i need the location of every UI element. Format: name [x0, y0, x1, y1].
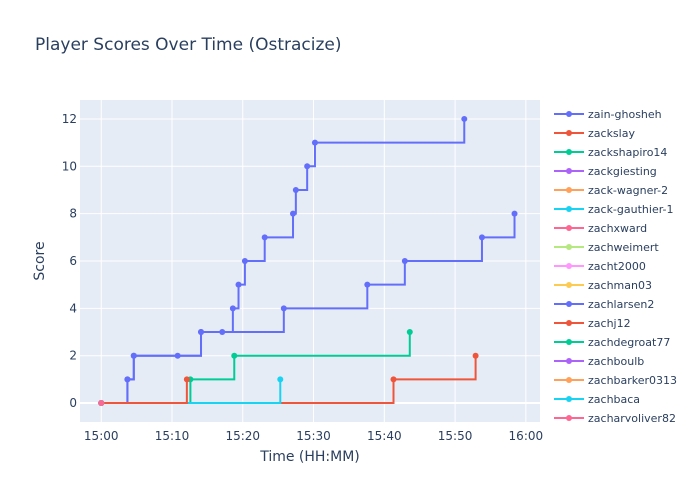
legend-label: zachxward	[588, 222, 647, 235]
legend-swatch-marker	[566, 301, 572, 307]
data-point	[98, 400, 105, 407]
legend-label: zain-ghosheh	[588, 108, 662, 121]
y-tick-label: 2	[69, 349, 77, 363]
data-point	[364, 281, 371, 288]
data-point	[183, 376, 190, 383]
data-point	[304, 163, 311, 170]
data-point	[401, 258, 408, 264]
data-point	[277, 376, 284, 383]
legend-item[interactable]: zachlarsen2	[554, 298, 654, 311]
data-point	[472, 352, 479, 359]
legend-item[interactable]: zachj12	[554, 317, 631, 330]
legend-item[interactable]: zack-wagner-2	[554, 184, 668, 197]
data-point	[241, 258, 248, 264]
legend-swatch-marker	[566, 358, 572, 364]
data-point	[198, 329, 205, 336]
legend-swatch-marker	[566, 187, 572, 193]
chart-title: Player Scores Over Time (Ostracize)	[35, 35, 342, 55]
legend-label: zachman03	[588, 279, 652, 292]
y-tick-label: 10	[62, 159, 77, 173]
legend-swatch-marker	[566, 168, 572, 174]
legend: zain-ghosheh zackslay zackshapiro14 zackgie…	[554, 108, 677, 425]
x-tick-label: 15:10	[155, 429, 190, 443]
legend-label: zack-wagner-2	[588, 184, 668, 197]
legend-swatch-marker	[566, 396, 572, 402]
legend-label: zachdegroat77	[588, 336, 670, 349]
data-point	[290, 210, 297, 217]
data-point	[511, 210, 518, 217]
legend-swatch-marker	[566, 415, 572, 421]
y-axis-title: Score	[32, 241, 48, 280]
data-point	[292, 186, 299, 193]
legend-item[interactable]: zachman03	[554, 279, 652, 292]
legend-label: zackgiesting	[588, 165, 657, 178]
legend-swatch-marker	[566, 111, 572, 117]
data-point	[261, 234, 268, 241]
data-point	[235, 281, 242, 288]
legend-item[interactable]: zain-ghosheh	[554, 108, 662, 121]
legend-label: zackshapiro14	[588, 146, 667, 159]
legend-item[interactable]: zack-gauthier-1	[554, 203, 674, 216]
legend-label: zachbarker0313	[588, 374, 677, 387]
legend-swatch-marker	[566, 244, 572, 250]
data-point	[461, 115, 468, 122]
legend-swatch-marker	[566, 282, 572, 288]
x-tick-label: 16:00	[509, 429, 544, 443]
legend-item[interactable]: zackgiesting	[554, 165, 657, 178]
legend-label: zack-gauthier-1	[588, 203, 674, 216]
legend-label: zacharyoliver82	[588, 412, 676, 425]
legend-item[interactable]: zachbaca	[554, 393, 640, 406]
legend-item[interactable]: zacharyoliver82	[554, 412, 676, 425]
legend-swatch-marker	[566, 320, 572, 326]
legend-item[interactable]: zachboulb	[554, 355, 644, 368]
legend-label: zachbaca	[588, 393, 640, 406]
legend-item[interactable]: zackshapiro14	[554, 146, 667, 159]
legend-label: zachlarsen2	[588, 298, 654, 311]
legend-label: zachweimert	[588, 241, 659, 254]
legend-item[interactable]: zachxward	[554, 222, 647, 235]
data-point	[406, 329, 413, 336]
legend-item[interactable]: zachweimert	[554, 241, 659, 254]
data-point	[390, 376, 397, 383]
legend-label: zachj12	[588, 317, 631, 330]
y-tick-label: 4	[69, 301, 77, 315]
data-point	[130, 352, 137, 359]
series-zacharyoliver82	[98, 400, 105, 407]
x-axis-ticks: 15:00 15:10 15:20 15:30 15:40 15:50 16:00	[84, 429, 543, 443]
y-tick-label: 6	[69, 254, 77, 268]
legend-swatch-marker	[566, 263, 572, 269]
legend-item[interactable]: zachbarker0313	[554, 374, 677, 387]
data-point	[478, 234, 485, 241]
legend-label: zacht2000	[588, 260, 646, 273]
x-tick-label: 15:00	[84, 429, 119, 443]
legend-swatch-marker	[566, 149, 572, 155]
plot-series	[98, 115, 518, 407]
legend-label: zackslay	[588, 127, 635, 140]
legend-label: zachboulb	[588, 355, 644, 368]
legend-swatch-marker	[566, 377, 572, 383]
x-tick-label: 15:50	[438, 429, 473, 443]
legend-swatch-marker	[566, 225, 572, 231]
legend-swatch-marker	[566, 130, 572, 136]
legend-swatch-marker	[566, 206, 572, 212]
legend-item[interactable]: zachdegroat77	[554, 336, 670, 349]
legend-item[interactable]: zacht2000	[554, 260, 646, 273]
y-tick-label: 8	[69, 207, 77, 221]
data-point	[124, 376, 131, 383]
y-tick-label: 0	[69, 396, 77, 410]
data-point	[280, 305, 287, 312]
series-line	[101, 379, 188, 405]
x-tick-label: 15:30	[296, 429, 331, 443]
x-tick-label: 15:20	[225, 429, 260, 443]
data-point	[311, 139, 318, 146]
y-tick-label: 12	[62, 112, 77, 126]
legend-swatch-marker	[566, 339, 572, 345]
data-point	[229, 305, 236, 312]
y-axis-ticks: 0 2 4 6 8 10 12	[62, 112, 77, 410]
x-axis-title: Time (HH:MM)	[259, 449, 360, 465]
x-tick-label: 15:40	[367, 429, 402, 443]
legend-item[interactable]: zackslay	[554, 127, 635, 140]
data-point	[231, 352, 238, 359]
